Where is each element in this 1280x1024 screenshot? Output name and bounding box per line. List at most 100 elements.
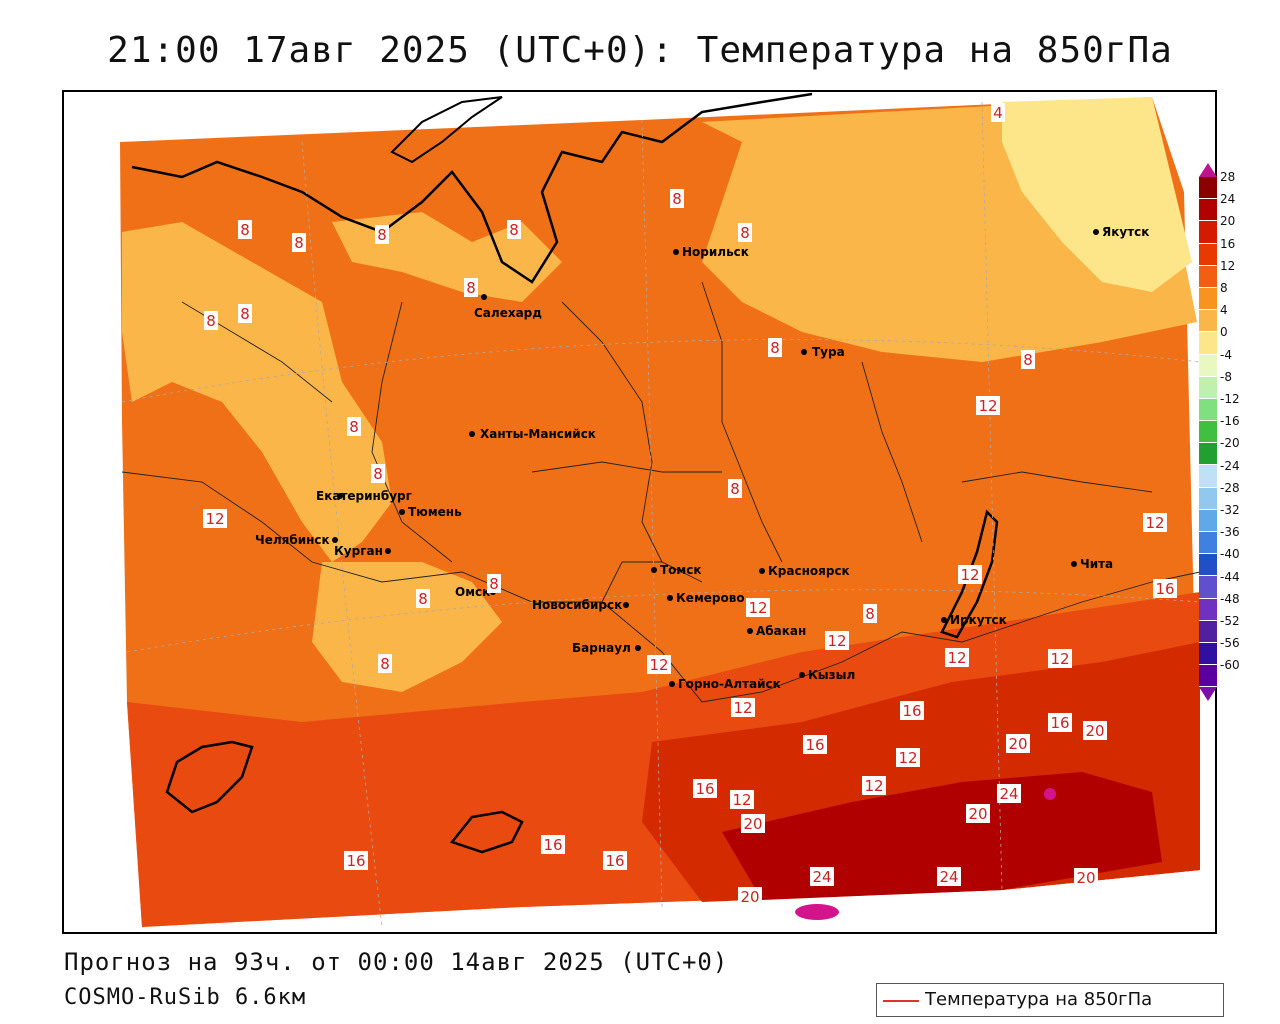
isotherm-label: 8	[466, 279, 476, 297]
isotherm-label-box	[997, 784, 1021, 803]
isotherm-label: 8	[730, 480, 740, 498]
isotherm-label: 20	[740, 888, 759, 906]
colorbar-tick-label: -40	[1220, 547, 1240, 562]
colorbar-segment	[1199, 376, 1217, 399]
city-marker	[399, 509, 405, 515]
isotherm-label-box	[507, 220, 521, 239]
isotherm-label: 4	[993, 104, 1003, 122]
city-label: Курган	[334, 544, 383, 558]
colorbar-tick-label: -52	[1220, 614, 1240, 628]
colorbar-tick-label: -60	[1220, 658, 1240, 673]
isotherm-label-box	[966, 804, 990, 823]
isotherm-label: 16	[1155, 580, 1174, 598]
isotherm-label: 20	[1085, 722, 1104, 740]
city-label: Новосибирск	[532, 598, 622, 612]
forecast-info: Прогноз на 93ч. от 00:00 14авг 2025 (UTC…	[64, 948, 729, 976]
city-marker	[759, 568, 765, 574]
isotherm-label-box	[1006, 734, 1030, 753]
colorbar-tick-label: -36	[1220, 525, 1240, 540]
isotherm-label-box	[896, 748, 920, 767]
colorbar-tick-label: 28	[1220, 170, 1236, 184]
isotherm-label-box	[825, 631, 849, 650]
colorbar-tick-label: -4	[1220, 347, 1232, 362]
city-marker	[337, 493, 343, 499]
cool-zone-yakutsk	[1002, 97, 1192, 292]
colorbar-tick-label: -24	[1220, 458, 1240, 473]
colorbar-segment	[1199, 287, 1217, 311]
colorbar-tick-label: 24	[1220, 192, 1236, 207]
city-marker	[332, 537, 338, 543]
isotherm-label-box	[991, 103, 1005, 122]
map-legend: Температура на 850гПа	[876, 983, 1224, 1017]
colorbar-segment	[1199, 199, 1217, 222]
isotherm-label-box	[344, 851, 368, 870]
colorbar-segment	[1199, 354, 1217, 377]
colorbar-segment	[1199, 421, 1217, 444]
isotherm-label: 12	[748, 599, 767, 617]
isotherm-label-box	[1074, 868, 1098, 887]
isotherm-label: 24	[812, 868, 831, 886]
colorbar-segment	[1199, 487, 1217, 510]
isotherm-label-box	[1048, 713, 1072, 732]
region-borders	[121, 281, 1201, 703]
isotherm-label-box	[862, 776, 886, 795]
city-marker	[635, 645, 641, 651]
isotherm-label-box	[238, 304, 252, 323]
isotherm-label: 12	[864, 777, 883, 795]
map-canvas: Якутск Норильск Салехард Тура Ханты-Мансийск…	[64, 92, 1201, 932]
isotherm-label-box	[464, 278, 478, 297]
isotherm-label: 12	[732, 791, 751, 809]
city-marker	[669, 681, 675, 687]
city-marker	[799, 672, 805, 678]
temperature-map: Якутск Норильск Салехард Тура Ханты-Мансийск…	[62, 90, 1217, 934]
isotherm-label-box	[238, 220, 252, 239]
city-marker	[673, 249, 679, 255]
city-label: Тюмень	[408, 505, 462, 519]
city-label: Иркутск	[950, 613, 1007, 627]
warm-zone-omsk	[312, 562, 502, 692]
isotherm-label: 8	[672, 190, 682, 208]
isotherm-label: 12	[898, 749, 917, 767]
isotherm-label-box	[768, 338, 782, 357]
model-name: COSMO-RuSib 6.6км	[64, 985, 307, 1010]
isotherm-label: 8	[865, 605, 875, 623]
isotherm-label-box	[1048, 649, 1072, 668]
colorbar-tick-label: -44	[1220, 569, 1240, 584]
colorbar-segment	[1199, 310, 1217, 333]
hot-spot-24b	[1044, 788, 1056, 800]
legend-line-swatch	[883, 1000, 919, 1002]
city-label: Чита	[1080, 557, 1113, 571]
graticule	[121, 101, 1201, 928]
city-marker	[1093, 229, 1099, 235]
colorbar	[1199, 163, 1217, 702]
isotherm-label: 20	[1008, 735, 1027, 753]
isotherm-label-box	[416, 589, 430, 608]
isotherm-label: 8	[1023, 351, 1033, 369]
isotherm-label: 8	[240, 221, 250, 239]
isotherm-label-box	[204, 311, 218, 330]
city-marker	[623, 602, 629, 608]
isotherm-label-box	[1083, 721, 1107, 740]
city-marker	[651, 567, 657, 573]
city-label: Кызыл	[808, 668, 855, 682]
city-label: Норильск	[682, 245, 749, 259]
caspian-sea	[165, 740, 254, 814]
colorbar-segment	[1199, 443, 1217, 466]
isotherm-label: 12	[827, 632, 846, 650]
isotherm-label: 12	[205, 510, 224, 528]
isotherm-label-box	[375, 225, 389, 244]
isotherm-label: 20	[1076, 869, 1095, 887]
arctic-coastline	[131, 92, 813, 284]
colorbar-segment	[1199, 576, 1217, 599]
isotherm-label-box	[730, 790, 754, 809]
isotherm-label: 8	[377, 226, 387, 244]
isotherm-label-box	[603, 851, 627, 870]
isotherm-label-box	[863, 604, 877, 623]
colorbar-bottom-arrow	[1199, 687, 1217, 702]
city-label: Красноярск	[768, 564, 850, 578]
colorbar-segment	[1199, 554, 1217, 577]
colorbar-segment	[1199, 265, 1217, 288]
isotherm-label-box	[203, 509, 227, 528]
colorbar-tick-label: 8	[1220, 281, 1228, 295]
isotherm-label-layer: 4888888888888888888812121212121212121212…	[203, 103, 1177, 906]
